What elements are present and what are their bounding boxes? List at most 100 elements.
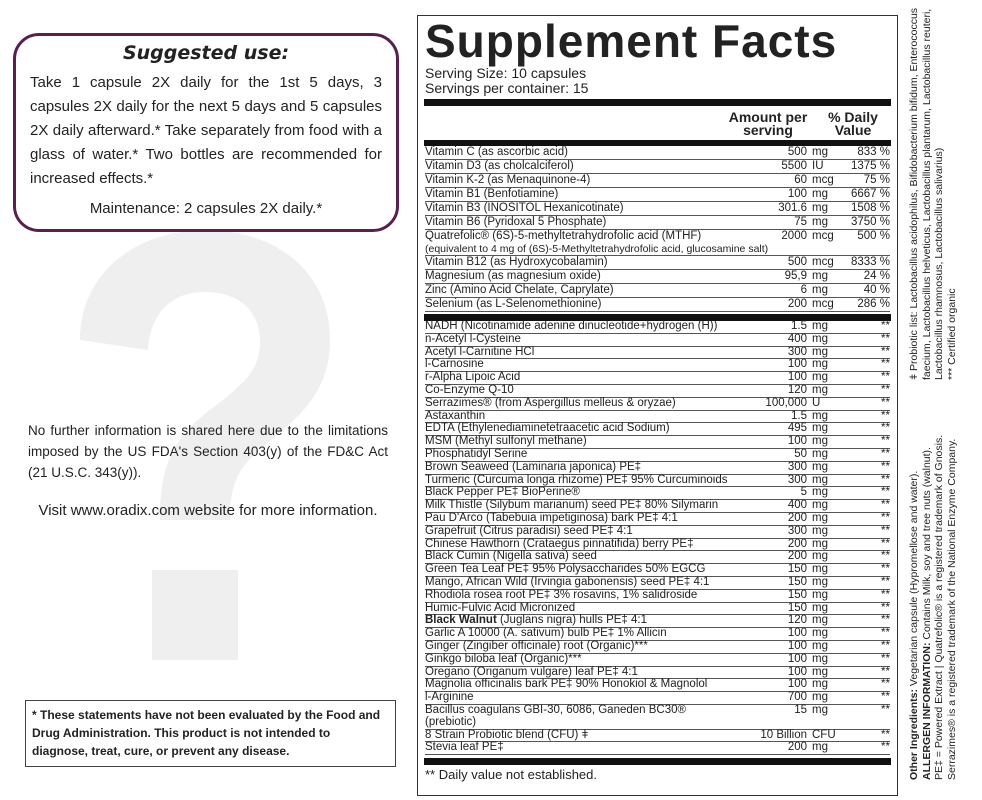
nutrient-name-text: Milk Thistle (Silybum marianum) seed PE‡… <box>425 499 719 512</box>
nutrient-amount: 100 <box>787 652 807 665</box>
nutrient-amount: 300 <box>787 345 807 358</box>
other-ingredients-block: Other Ingredients: Vegetarian capsule (H… <box>908 380 982 780</box>
nutrient-daily-value: ** <box>881 639 890 652</box>
nutrient-unit: mg <box>812 447 828 460</box>
nutrient-name-text: Selenium (as L-Selenomethionine) <box>425 298 602 310</box>
divider-bar <box>424 314 891 321</box>
nutrient-amount: 50 <box>794 447 807 460</box>
nutrient-daily-value: 8333 % <box>850 256 890 268</box>
serrazimes-note: Serrazimes® is a registered trademark of… <box>945 438 958 780</box>
nutrient-unit: mg <box>812 537 828 550</box>
nutrient-row: 8 Strain Probiotic blend (CFU) ǂ 10 Billi… <box>425 728 890 743</box>
dv-footnote: ** Daily value not established. <box>425 767 597 783</box>
nutrient-amount: 100 <box>787 358 807 371</box>
nutrient-amount: 200 <box>787 741 807 754</box>
nutrient-name: Ginger (Zingiber officinale) root (Organ… <box>425 640 740 653</box>
nutrient-name-text: Quatrefolic® (6S)-5-methyltetrahydrofoli… <box>425 230 702 242</box>
nutrient-daily-value: ** <box>881 703 890 716</box>
nutrient-name-text: Black Cumin (Nigella sativa) seed <box>425 550 597 563</box>
nutrient-name-text: n-Acetyl l-Cysteine <box>425 332 521 345</box>
nutrient-unit: mg <box>812 202 828 214</box>
nutrient-row: Vitamin C (as ascorbic acid) 500 mg 833 % <box>425 146 890 160</box>
nutrient-row: Vitamin B6 (Pyridoxal 5 Phosphate) 75 mg 37… <box>425 216 890 230</box>
nutrient-unit: mg <box>812 524 828 537</box>
nutrient-daily-value: 3750 % <box>850 216 890 228</box>
nutrient-name-text: NADH (Nicotinamide adenine dinucleotide+… <box>425 320 718 332</box>
nutrient-name: NADH (Nicotinamide adenine dinucleotide+… <box>425 320 740 333</box>
nutrient-daily-value: ** <box>881 499 890 512</box>
nutrient-row: r-Alpha Lipoic Acid 100 mg ** <box>425 371 890 385</box>
nutrient-amount: 100,000 <box>765 396 807 409</box>
nutrient-amount: 100 <box>787 435 807 448</box>
nutrient-row: Vitamin B12 (as Hydroxycobalamin) 500 mcg 8… <box>425 256 890 270</box>
nutrient-daily-value: ** <box>881 627 890 640</box>
nutrient-daily-value: ** <box>881 447 890 460</box>
nutrient-daily-value: ** <box>881 358 890 371</box>
nutrient-name: Pau D'Arco (Tabebuia impetiginosa) bark … <box>425 511 740 525</box>
nutrient-amount: 100 <box>787 639 807 652</box>
suggested-use-box: Suggested use: Take 1 capsule 2X daily f… <box>13 33 399 232</box>
facts-title: Supplement Facts <box>425 15 838 67</box>
nutrient-daily-value: 75 % <box>863 174 890 186</box>
nutrient-row: Magnesium (as magnesium oxide) 95,9 mg 24 % <box>425 270 890 284</box>
nutrient-name-text: Pau D'Arco (Tabebuia impetiginosa) bark … <box>425 511 678 524</box>
nutrient-name-text: Bacillus coagulans GBI-30, 6086, Ganeden… <box>425 703 686 728</box>
nutrient-name: Selenium (as L-Selenomethionine) <box>425 298 740 311</box>
nutrient-name: Grapefruit (Citrus paradisi) seed PE‡ 4:… <box>425 525 740 538</box>
other-ingredients: Vegetarian capsule (Hypromellose and wat… <box>908 470 920 689</box>
nutrient-amount: 150 <box>787 575 807 588</box>
nutrient-amount: 1.5 <box>791 409 807 422</box>
nutrient-unit: mg <box>812 588 828 601</box>
nutrient-unit: mg <box>812 371 828 384</box>
nutrient-name: Phosphatidyl Serine <box>425 448 740 461</box>
supplement-facts-panel: Supplement Facts Serving Size: 10 capsul… <box>417 15 898 796</box>
nutrient-unit: mg <box>812 511 828 524</box>
nutrient-row: Rhodiola rosea root PE‡ 3% rosavins, 1% … <box>425 588 890 603</box>
nutrient-unit: mg <box>812 216 828 228</box>
nutrient-unit: mg <box>812 563 828 576</box>
nutrient-name-text: Mango, African Wild (Irvingia gabonensis… <box>425 575 710 588</box>
nutrient-name: Black Walnut (Juglans nigra) hulls PE‡ 4… <box>425 614 740 627</box>
nutrient-name: Turmeric (Curcuma longa rhizome) PE‡ 95%… <box>425 474 740 487</box>
nutrient-unit: mg <box>812 320 828 332</box>
nutrient-amount: 200 <box>787 511 807 524</box>
allergen-label: ALLERGEN INFORMATION: <box>920 642 933 780</box>
nutrient-name-text: Humic-Fulvic Acid Micronized <box>425 601 576 614</box>
nutrient-daily-value: 833 % <box>857 146 890 158</box>
nutrient-unit: mg <box>812 652 828 665</box>
nutrient-name: Magnesium (as magnesium oxide) <box>425 270 740 283</box>
nutrient-name: l-Arginine <box>425 691 740 704</box>
nutrient-name: Vitamin K-2 (as Menaquinone-4) <box>425 174 740 187</box>
allergen-info: Contains Milk, soy and tree nuts (walnut… <box>920 447 933 643</box>
nutrient-amount: 300 <box>787 473 807 486</box>
nutrient-name-bold: Black Walnut <box>425 614 497 627</box>
nutrient-name-text: Vitamin B12 (as Hydroxycobalamin) <box>425 256 608 268</box>
nutrient-row: Grapefruit (Citrus paradisi) seed PE‡ 4:… <box>425 524 890 539</box>
nutrient-row: Vitamin K-2 (as Menaquinone-4) 60 mcg 75 % <box>425 174 890 188</box>
nutrient-name: Acetyl l-Carnitine HCl <box>425 346 740 359</box>
nutrient-amount: 300 <box>787 460 807 473</box>
nutrient-amount: 301.6 <box>778 202 807 214</box>
nutrient-name: Vitamin B6 (Pyridoxal 5 Phosphate) <box>425 216 740 229</box>
nutrient-amount: 200 <box>787 537 807 550</box>
nutrient-amount: 95,9 <box>784 270 807 282</box>
nutrient-name-text: Vitamin K-2 (as Menaquinone-4) <box>425 174 591 186</box>
suggested-use-title: Suggested use: <box>122 42 290 64</box>
nutrient-row: Ginkgo biloba leaf (Organic)*** 100 mg ** <box>425 652 890 667</box>
visit-website-text: Visit www.oradix.com website for more in… <box>38 502 378 519</box>
nutrient-name-text: Green Tea Leaf PE‡ 95% Polysaccharides 5… <box>425 563 706 576</box>
organic-note: *** Certified organic <box>945 288 958 380</box>
nutrient-daily-value: 1375 % <box>850 160 890 172</box>
nutrient-daily-value: ** <box>881 728 890 741</box>
nutrient-unit: mcg <box>812 298 834 310</box>
nutrient-daily-value: ** <box>881 409 890 422</box>
nutrient-amount: 6 <box>800 284 807 296</box>
nutrient-daily-value: ** <box>881 601 890 614</box>
nutrient-name: Magnolia officinalis bark PE‡ 90% Honoki… <box>425 678 740 691</box>
nutrient-name: Rhodiola rosea root PE‡ 3% rosavins, 1% … <box>425 589 740 602</box>
nutrient-name: Vitamin B12 (as Hydroxycobalamin) <box>425 256 740 269</box>
nutrient-row: Ginger (Zingiber officinale) root (Organ… <box>425 639 890 654</box>
nutrient-name-text: (Juglans nigra) hulls PE‡ 4:1 <box>496 614 647 627</box>
nutrient-daily-value: ** <box>881 396 890 409</box>
nutrient-row: Black Pepper PE‡ BioPerine® 5 mg ** <box>425 486 890 501</box>
